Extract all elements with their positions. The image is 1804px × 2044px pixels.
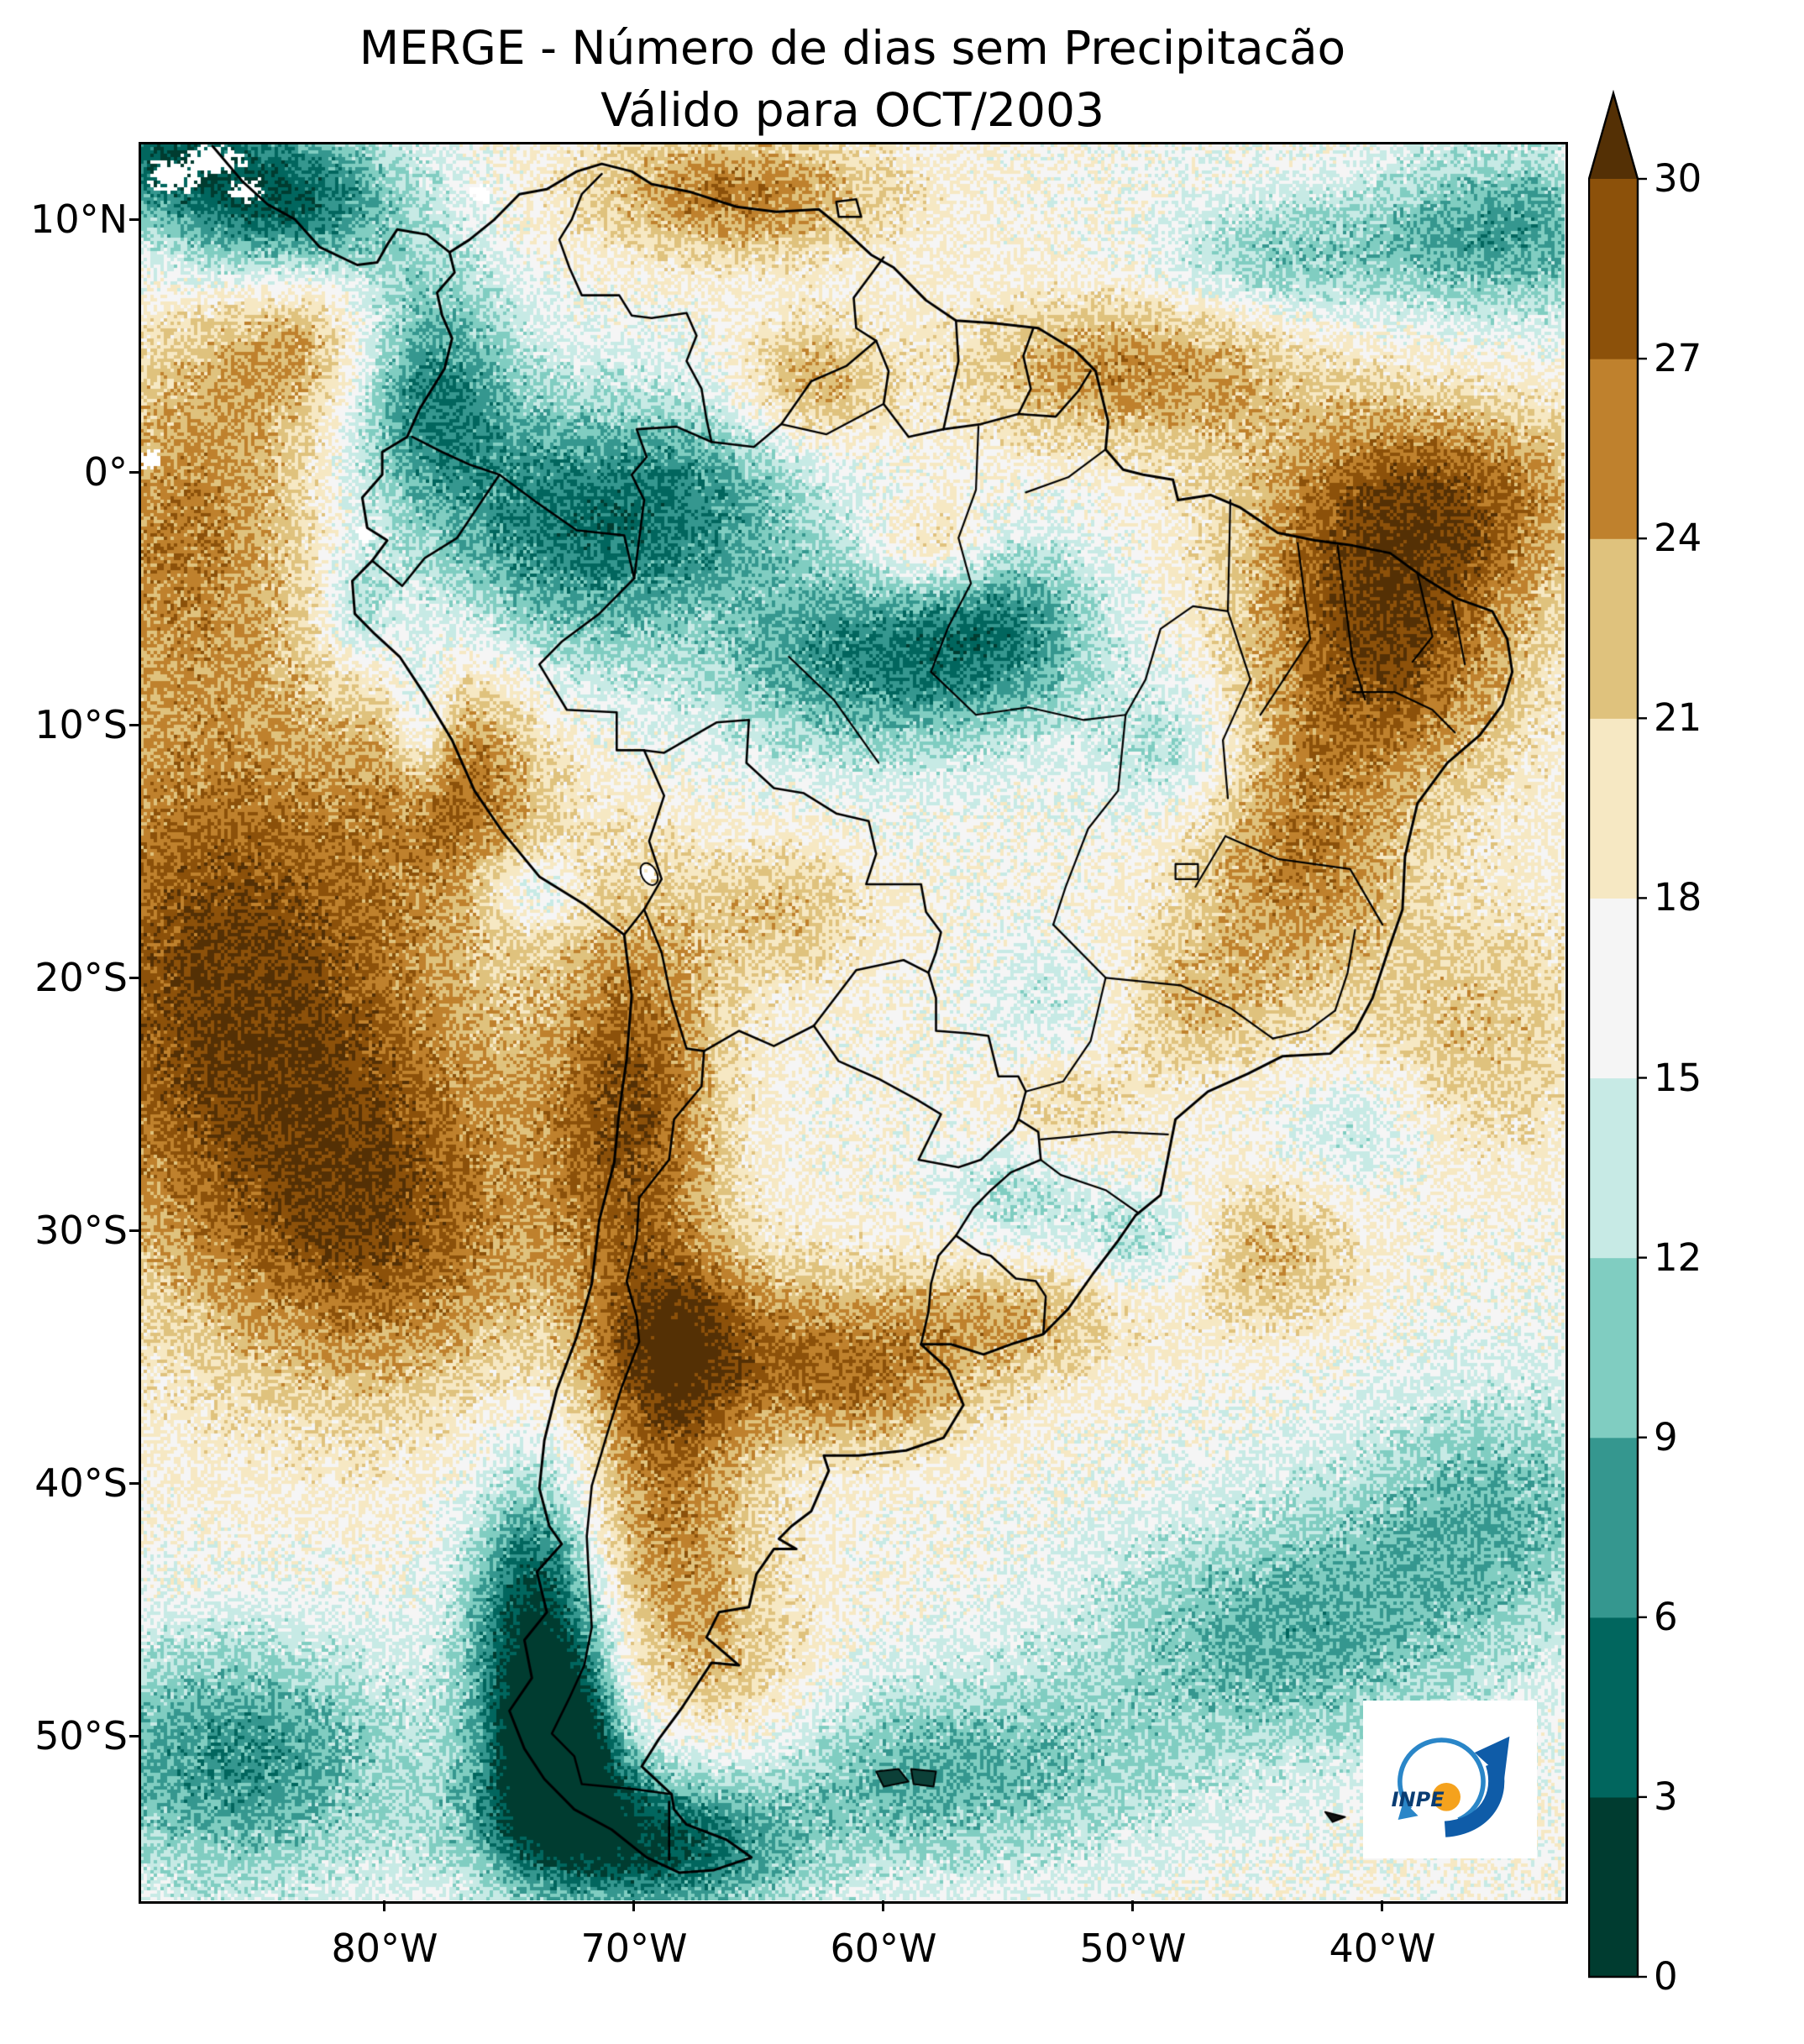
colorbar-label-9: 9 (1654, 1415, 1678, 1460)
lon-tickmark (632, 1900, 635, 1911)
inpe-logo-text: INPE (1391, 1788, 1445, 1811)
lon-label-60w: 60°W (830, 1926, 937, 1971)
lat-label-10n: 10°N (30, 197, 128, 242)
colorbar-label-12: 12 (1654, 1235, 1702, 1280)
colorbar-label-15: 15 (1654, 1056, 1702, 1100)
lat-tickmark (129, 218, 140, 221)
lon-label-50w: 50°W (1079, 1926, 1187, 1971)
lat-tickmark (129, 977, 140, 979)
colorbar-label-24: 24 (1654, 516, 1702, 560)
lon-label-40w: 40°W (1329, 1926, 1436, 1971)
lon-tickmark (1131, 1900, 1134, 1911)
lat-tickmark (129, 1229, 140, 1232)
lat-tickmark (129, 724, 140, 726)
colorbar-label-3: 3 (1654, 1774, 1678, 1819)
lon-tickmark (882, 1900, 884, 1911)
title-line-1: MERGE - Número de dias sem Precipitacão (359, 21, 1346, 75)
lat-tickmark (129, 471, 140, 474)
colorbar-label-21: 21 (1654, 695, 1702, 740)
lon-tickmark (383, 1900, 385, 1911)
colorbar-label-27: 27 (1654, 336, 1702, 380)
colorbar (1588, 90, 1647, 1978)
lat-label-50s: 50°S (34, 1713, 128, 1758)
lat-label-20s: 20°S (34, 955, 128, 1000)
lat-label-0: 0° (83, 449, 128, 495)
colorbar-label-30: 30 (1654, 156, 1702, 201)
lon-tickmark (1381, 1900, 1383, 1911)
lat-tickmark (129, 1735, 140, 1737)
precipitation-map-canvas (140, 144, 1565, 1900)
lat-label-40s: 40°S (34, 1460, 128, 1506)
figure-title: MERGE - Número de dias sem Precipitacão … (140, 17, 1565, 141)
lat-label-10s: 10°S (34, 702, 128, 747)
inpe-logo-box: INPE (1363, 1701, 1537, 1858)
lat-tickmark (129, 1482, 140, 1485)
lat-label-30s: 30°S (34, 1208, 128, 1253)
lon-label-80w: 80°W (331, 1926, 438, 1971)
colorbar-label-6: 6 (1654, 1595, 1678, 1639)
colorbar-label-18: 18 (1654, 875, 1702, 920)
colorbar-label-0: 0 (1654, 1954, 1678, 1999)
map-panel: INPE (139, 142, 1568, 1904)
lon-label-70w: 70°W (580, 1926, 688, 1971)
title-line-2: Válido para OCT/2003 (600, 83, 1104, 137)
inpe-logo-icon: INPE (1391, 1736, 1509, 1837)
